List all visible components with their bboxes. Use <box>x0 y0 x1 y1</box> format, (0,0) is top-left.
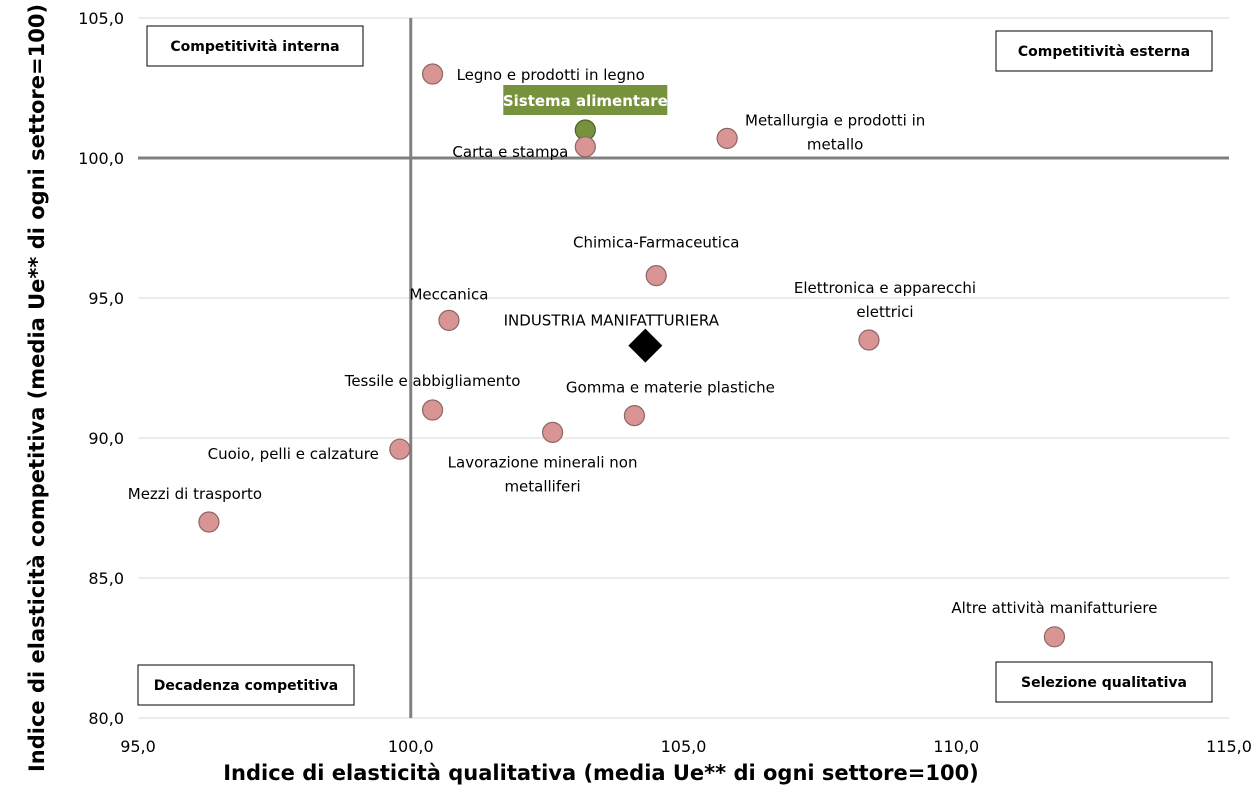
point-label: Metallurgia e prodotti in <box>745 111 925 129</box>
highlight-label-box <box>503 85 668 115</box>
point-label: elettrici <box>856 303 913 321</box>
data-point <box>541 421 564 443</box>
data-point <box>623 405 646 427</box>
y-tick-label: 105,0 <box>78 9 124 28</box>
y-tick-label: 90,0 <box>88 429 124 448</box>
quadrant-label: Decadenza competitiva <box>154 678 338 694</box>
quadrant-box <box>146 25 364 67</box>
data-point <box>421 63 444 85</box>
quadrant-box <box>995 30 1213 72</box>
x-tick-label: 105,0 <box>661 737 707 756</box>
x-tick-label: 95,0 <box>120 737 156 756</box>
point-label: Meccanica <box>409 285 488 303</box>
point-label: Chimica-Farmaceutica <box>573 234 739 252</box>
data-points <box>198 63 1066 648</box>
quadrant-label: Competitività interna <box>170 39 339 55</box>
y-tick-label: 85,0 <box>88 569 124 588</box>
quadrant-box <box>995 661 1213 703</box>
point-label: Sistema alimentare <box>503 92 668 110</box>
point-label: Mezzi di trasporto <box>128 485 262 503</box>
data-point <box>198 511 220 533</box>
x-axis-ticks: 95,0 100,0 105,0 110,0 115,0 <box>120 737 1252 756</box>
quadrant-box <box>137 664 355 706</box>
y-tick-label: 95,0 <box>88 289 124 308</box>
y-tick-label: 100,0 <box>78 149 124 168</box>
data-point <box>389 438 411 460</box>
point-label: INDUSTRIA MANIFATTURIERA <box>504 312 720 330</box>
point-label: metalliferi <box>504 477 580 495</box>
point-label: Gomma e materie plastiche <box>566 379 775 397</box>
x-tick-label: 115,0 <box>1206 737 1252 756</box>
quadrant-labels: Competitività interna Competitività ester… <box>137 25 1213 706</box>
data-point <box>1043 626 1066 648</box>
quadrant-label: Selezione qualitativa <box>1021 675 1187 691</box>
reference-lines <box>138 18 1229 718</box>
point-label: Tessile e abbigliamento <box>344 372 521 390</box>
data-point <box>716 127 738 149</box>
data-point <box>421 399 444 421</box>
y-axis-title: Indice di elasticità competitiva (media … <box>25 4 49 772</box>
point-label: Cuoio, pelli e calzature <box>208 445 379 463</box>
x-tick-label: 100,0 <box>388 737 434 756</box>
point-label: Carta e stampa <box>452 143 568 161</box>
data-point <box>438 309 460 331</box>
x-axis-title: Indice di elasticità qualitativa (media … <box>223 761 979 785</box>
point-label: Legno e prodotti in legno <box>457 66 645 84</box>
y-axis-ticks: 80,0 85,0 90,0 95,0 100,0 105,0 <box>78 9 124 728</box>
data-point <box>858 329 880 351</box>
point-labels: Legno e prodotti in legno Sistema aliment… <box>128 66 1158 617</box>
x-tick-label: 110,0 <box>933 737 979 756</box>
quadrant-label: Competitività esterna <box>1018 44 1190 60</box>
point-label: Lavorazione minerali non <box>448 453 638 471</box>
point-label: Altre attività manifatturiere <box>951 599 1157 617</box>
point-label: metallo <box>807 135 863 153</box>
data-point <box>574 136 596 158</box>
point-label: Elettronica e apparecchi <box>794 279 976 297</box>
data-point-total <box>628 328 663 363</box>
data-point <box>645 265 667 287</box>
y-tick-label: 80,0 <box>88 709 124 728</box>
